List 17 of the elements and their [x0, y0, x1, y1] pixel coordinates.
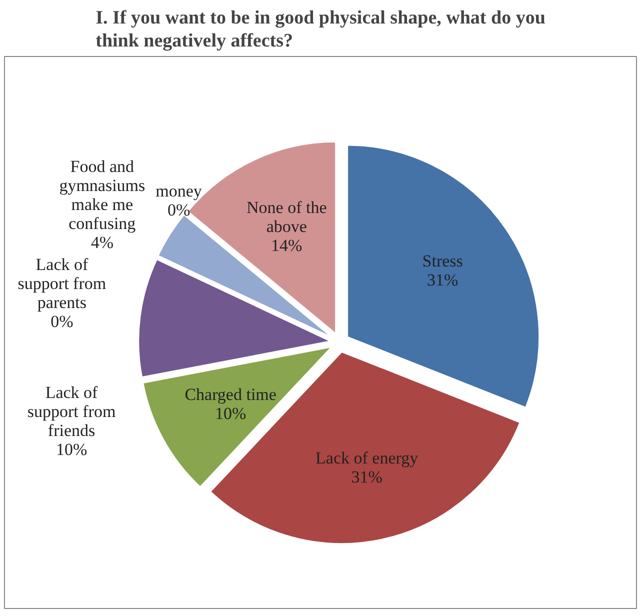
- slice-label: Food and gymnasiums make me confusing: [59, 156, 146, 233]
- data-label: 31%: [351, 467, 382, 486]
- text: 0%: [50, 312, 74, 332]
- category-label: money: [156, 181, 202, 200]
- slice-label: Charged time: [184, 385, 276, 404]
- slice-label: Lack of energy: [316, 448, 419, 468]
- slice-label: None of the above: [246, 198, 327, 236]
- data-label: 14%: [271, 236, 302, 255]
- data-label: 10%: [56, 440, 88, 460]
- slice-label: Stress: [422, 251, 463, 270]
- chart-title: I. If you want to be in good physical shape, what do you think negatively affects?: [96, 7, 546, 52]
- slice-label: Lack of support from friends: [27, 383, 116, 440]
- data-label: 31%: [427, 270, 458, 290]
- data-label: 4%: [90, 232, 114, 252]
- category-label: Lack of support from parents: [18, 255, 106, 312]
- text: 0%: [167, 200, 190, 220]
- data-label: 10%: [214, 404, 246, 424]
